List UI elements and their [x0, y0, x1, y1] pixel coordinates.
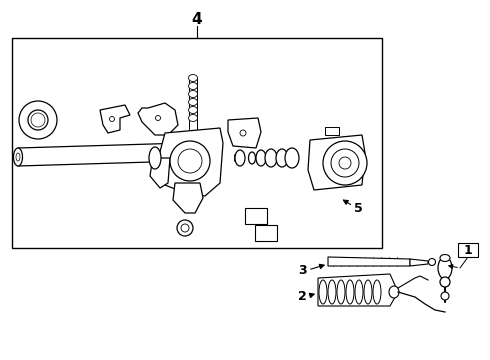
Polygon shape [157, 128, 223, 196]
Polygon shape [18, 143, 185, 166]
Ellipse shape [389, 286, 399, 298]
Ellipse shape [428, 258, 436, 266]
Ellipse shape [19, 101, 57, 139]
Ellipse shape [337, 280, 345, 304]
Ellipse shape [28, 110, 48, 130]
Ellipse shape [285, 148, 299, 168]
Polygon shape [410, 259, 428, 266]
Circle shape [339, 157, 351, 169]
Circle shape [178, 149, 202, 173]
Text: 2: 2 [297, 289, 306, 302]
Ellipse shape [276, 149, 288, 167]
Ellipse shape [177, 220, 193, 236]
Ellipse shape [355, 280, 363, 304]
Bar [245, 208, 267, 224]
Ellipse shape [109, 117, 115, 122]
Ellipse shape [346, 280, 354, 304]
Ellipse shape [149, 147, 161, 169]
Text: 4: 4 [192, 13, 202, 27]
Ellipse shape [319, 280, 327, 304]
Ellipse shape [181, 224, 189, 232]
Ellipse shape [265, 149, 277, 167]
Text: 1: 1 [464, 243, 472, 256]
Bar [12, 38, 382, 248]
Circle shape [170, 141, 210, 181]
Ellipse shape [189, 90, 197, 98]
Bar [255, 225, 277, 241]
Text: 5: 5 [354, 202, 363, 215]
Circle shape [331, 149, 359, 177]
Polygon shape [328, 257, 410, 266]
Circle shape [323, 141, 367, 185]
Ellipse shape [189, 82, 197, 90]
Ellipse shape [441, 292, 449, 300]
Bar [458, 243, 478, 257]
Text: 3: 3 [298, 264, 306, 276]
Ellipse shape [14, 148, 23, 166]
Ellipse shape [364, 280, 372, 304]
Ellipse shape [155, 116, 161, 121]
Polygon shape [228, 118, 261, 148]
Ellipse shape [189, 114, 197, 122]
Polygon shape [308, 135, 365, 190]
Polygon shape [173, 183, 203, 213]
Polygon shape [318, 274, 398, 306]
Polygon shape [150, 156, 170, 188]
Ellipse shape [328, 280, 336, 304]
Ellipse shape [189, 75, 197, 81]
Polygon shape [138, 103, 178, 135]
Ellipse shape [438, 257, 452, 279]
Ellipse shape [256, 150, 266, 166]
Ellipse shape [248, 152, 255, 164]
Ellipse shape [189, 99, 197, 105]
Ellipse shape [440, 277, 450, 287]
Ellipse shape [16, 153, 20, 161]
Ellipse shape [240, 130, 246, 136]
Bar [325, 127, 339, 135]
Polygon shape [100, 105, 130, 133]
Ellipse shape [31, 113, 45, 127]
Ellipse shape [440, 255, 450, 261]
Ellipse shape [373, 280, 381, 304]
Ellipse shape [189, 107, 197, 113]
Ellipse shape [235, 150, 245, 166]
